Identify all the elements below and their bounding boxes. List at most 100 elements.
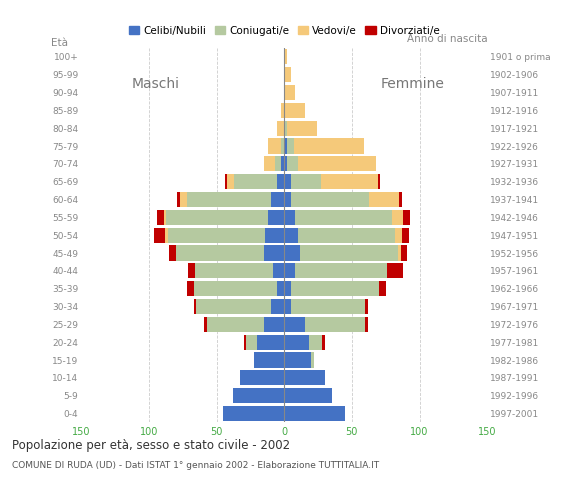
Text: Femmine: Femmine: [381, 77, 445, 91]
Bar: [378, 174, 380, 189]
Bar: [177, 192, 180, 207]
Bar: [164, 210, 166, 225]
Bar: [168, 228, 265, 243]
Bar: [154, 228, 165, 243]
Bar: [264, 245, 284, 261]
Bar: [398, 245, 401, 261]
Bar: [393, 210, 403, 225]
Bar: [284, 370, 325, 385]
Bar: [300, 245, 398, 261]
Bar: [240, 370, 284, 385]
Bar: [287, 139, 293, 154]
Bar: [401, 245, 407, 261]
Bar: [194, 299, 196, 314]
Bar: [284, 174, 291, 189]
Bar: [387, 263, 403, 278]
Bar: [268, 210, 284, 225]
Bar: [284, 192, 291, 207]
Bar: [281, 103, 284, 118]
Bar: [295, 210, 393, 225]
Bar: [369, 192, 399, 207]
Text: Popolazione per età, sesso e stato civile - 2002: Popolazione per età, sesso e stato civil…: [12, 439, 290, 452]
Bar: [233, 388, 284, 403]
Bar: [176, 245, 264, 261]
Bar: [304, 317, 365, 332]
Bar: [227, 174, 234, 189]
Bar: [284, 245, 300, 261]
Bar: [277, 120, 284, 136]
Bar: [295, 263, 387, 278]
Bar: [298, 156, 376, 171]
Bar: [223, 406, 284, 421]
Bar: [284, 228, 298, 243]
Bar: [287, 156, 298, 171]
Bar: [291, 192, 369, 207]
Bar: [284, 263, 295, 278]
Bar: [207, 317, 264, 332]
Bar: [277, 281, 284, 296]
Bar: [180, 192, 187, 207]
Legend: Celibi/Nubili, Coniugati/e, Vedovi/e, Divorziati/e: Celibi/Nubili, Coniugati/e, Vedovi/e, Di…: [125, 22, 444, 40]
Bar: [234, 174, 277, 189]
Bar: [194, 281, 277, 296]
Bar: [399, 192, 402, 207]
Bar: [365, 317, 368, 332]
Bar: [402, 228, 409, 243]
Bar: [309, 335, 322, 350]
Bar: [271, 299, 284, 314]
Bar: [321, 174, 378, 189]
Bar: [284, 67, 291, 83]
Text: Anno di nascita: Anno di nascita: [407, 34, 487, 44]
Bar: [403, 210, 410, 225]
Bar: [187, 281, 194, 296]
Bar: [268, 139, 281, 154]
Bar: [244, 335, 246, 350]
Bar: [165, 228, 168, 243]
Bar: [257, 335, 284, 350]
Text: Età: Età: [52, 38, 68, 48]
Bar: [246, 335, 257, 350]
Bar: [284, 317, 304, 332]
Bar: [379, 281, 386, 296]
Bar: [284, 281, 291, 296]
Bar: [271, 192, 284, 207]
Bar: [291, 281, 379, 296]
Bar: [273, 263, 284, 278]
Bar: [195, 263, 273, 278]
Bar: [255, 352, 284, 368]
Bar: [277, 174, 284, 189]
Bar: [284, 299, 291, 314]
Text: Maschi: Maschi: [132, 77, 180, 91]
Bar: [287, 120, 317, 136]
Bar: [188, 263, 195, 278]
Bar: [196, 299, 271, 314]
Bar: [224, 174, 227, 189]
Bar: [284, 352, 311, 368]
Bar: [187, 192, 271, 207]
Bar: [284, 85, 295, 100]
Bar: [169, 245, 176, 261]
Bar: [311, 352, 314, 368]
Bar: [322, 335, 325, 350]
Bar: [395, 228, 402, 243]
Bar: [293, 139, 364, 154]
Bar: [284, 335, 309, 350]
Bar: [275, 156, 281, 171]
Bar: [291, 299, 365, 314]
Text: COMUNE DI RUDA (UD) - Dati ISTAT 1° gennaio 2002 - Elaborazione TUTTITALIA.IT: COMUNE DI RUDA (UD) - Dati ISTAT 1° genn…: [12, 461, 379, 470]
Bar: [284, 139, 287, 154]
Bar: [284, 49, 287, 64]
Bar: [281, 156, 284, 171]
Bar: [157, 210, 164, 225]
Bar: [166, 210, 268, 225]
Bar: [281, 139, 284, 154]
Bar: [365, 299, 368, 314]
Bar: [264, 156, 275, 171]
Bar: [284, 406, 345, 421]
Bar: [291, 174, 321, 189]
Bar: [298, 228, 395, 243]
Bar: [284, 388, 332, 403]
Bar: [284, 156, 287, 171]
Bar: [204, 317, 207, 332]
Bar: [284, 210, 295, 225]
